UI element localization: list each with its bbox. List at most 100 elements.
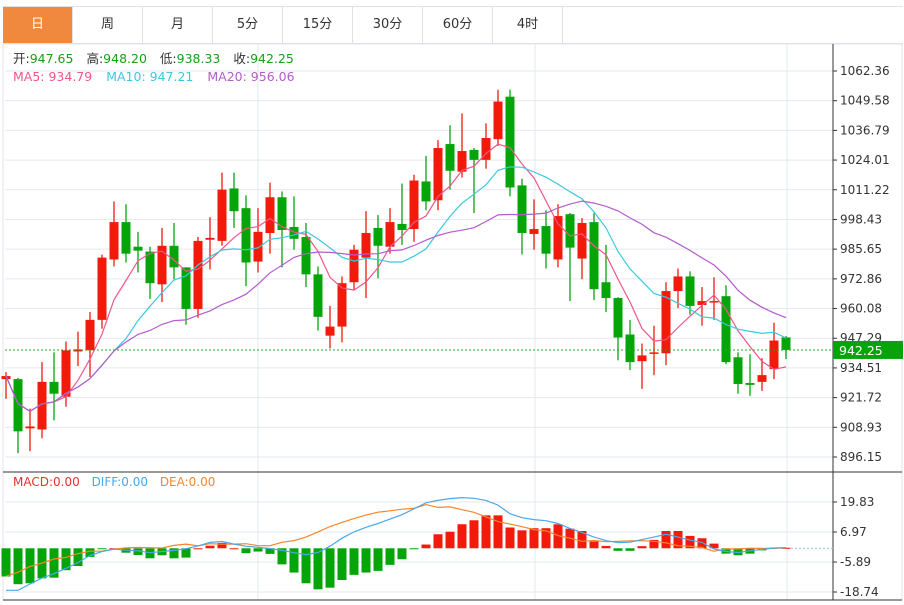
candle <box>433 140 443 211</box>
candle <box>145 246 155 299</box>
candle-body <box>649 352 659 354</box>
candle-body <box>565 214 575 248</box>
candle-body <box>709 301 719 303</box>
candle-body <box>469 149 479 160</box>
dea-line <box>5 503 787 577</box>
macd-bar <box>169 548 179 559</box>
macd-legend: MACD:0.00 DIFF:0.00 DEA:0.00 <box>13 475 215 489</box>
candle-body <box>445 144 455 171</box>
price-tick-label: 972.86 <box>840 272 882 286</box>
tab-month[interactable]: 月 <box>143 7 213 43</box>
candle-body <box>577 223 587 259</box>
period-tabs: 日 周 月 5分 15分 30分 60分 4时 <box>3 6 903 44</box>
candle <box>457 113 467 178</box>
candle-body <box>541 226 551 254</box>
candle-body <box>325 326 335 336</box>
high-label: 高: <box>86 51 104 66</box>
candle <box>781 336 791 360</box>
candle <box>685 271 695 315</box>
candle-body <box>493 101 503 140</box>
candle <box>397 183 407 245</box>
candle-body <box>517 185 527 234</box>
tab-4hour[interactable]: 4时 <box>493 7 563 43</box>
candle <box>493 89 503 146</box>
candle <box>85 311 95 377</box>
candle-body <box>229 188 239 212</box>
candle-body <box>553 216 563 260</box>
tab-week[interactable]: 周 <box>73 7 143 43</box>
candle-body <box>25 426 35 429</box>
candle-body <box>529 229 539 234</box>
candle-body <box>613 298 623 338</box>
macd-bar <box>553 524 563 549</box>
candle-body <box>505 96 515 188</box>
macd-bar <box>541 528 551 549</box>
ohlc-legend: 开:947.65 高:948.20 低:938.33 收:942.25 MA5:… <box>13 50 303 86</box>
candle <box>625 319 635 371</box>
candle <box>733 352 743 394</box>
candle <box>37 362 47 439</box>
candle <box>337 276 347 343</box>
macd-bar <box>589 541 599 549</box>
candle-body <box>457 151 467 172</box>
macd-bar <box>25 548 35 584</box>
current-price-tag <box>833 340 903 359</box>
candle-body <box>757 375 767 382</box>
candle-body <box>697 301 707 306</box>
macd-bar <box>613 548 623 551</box>
dea-value: DEA:0.00 <box>159 475 216 489</box>
candle-body <box>241 208 251 263</box>
candle <box>421 155 431 211</box>
candle-body <box>217 189 227 241</box>
candle-body <box>181 267 191 309</box>
macd-bar <box>457 524 467 549</box>
candle <box>745 354 755 396</box>
candle-body <box>277 197 287 230</box>
candle <box>541 210 551 269</box>
macd-bar <box>397 548 407 560</box>
tab-5min[interactable]: 5分 <box>213 7 283 43</box>
candle-body <box>673 276 683 292</box>
candle <box>577 218 587 280</box>
candle <box>565 213 575 302</box>
candle <box>661 282 671 366</box>
candle <box>529 199 539 250</box>
close-value: 942.25 <box>250 51 294 66</box>
macd-bar <box>373 548 383 571</box>
macd-bar <box>205 545 215 549</box>
candle-body <box>49 381 59 394</box>
candle-body <box>661 291 671 354</box>
macd-bar <box>505 527 515 549</box>
price-tick-label: 921.72 <box>840 391 882 405</box>
candle <box>673 268 683 309</box>
tab-day[interactable]: 日 <box>3 7 73 43</box>
low-label: 低: <box>159 51 177 66</box>
tab-30min[interactable]: 30分 <box>353 7 423 43</box>
price-tick-label: 1049.58 <box>840 94 890 108</box>
candle <box>361 211 371 299</box>
candle <box>25 408 35 452</box>
macd-bar <box>493 515 503 549</box>
candle-body <box>85 319 95 351</box>
macd-tick-label: 6.97 <box>840 525 867 539</box>
tab-15min[interactable]: 15分 <box>283 7 353 43</box>
candle <box>241 195 251 287</box>
candle <box>373 215 383 279</box>
candle-body <box>421 181 431 202</box>
price-tick-label: 1011.22 <box>840 183 890 197</box>
candle-body <box>361 233 371 258</box>
candle <box>49 352 59 421</box>
ma20-legend: MA20: 956.06 <box>207 69 295 84</box>
candle-body <box>61 350 71 397</box>
candle <box>409 174 419 242</box>
macd-bar <box>649 539 659 549</box>
candle <box>697 287 707 326</box>
macd-bar <box>301 548 311 584</box>
macd-bar <box>13 548 23 585</box>
macd-bar <box>1 548 11 577</box>
candle-body <box>13 379 23 432</box>
candle-body <box>601 282 611 299</box>
tab-60min[interactable]: 60分 <box>423 7 493 43</box>
macd-bar <box>265 548 275 554</box>
